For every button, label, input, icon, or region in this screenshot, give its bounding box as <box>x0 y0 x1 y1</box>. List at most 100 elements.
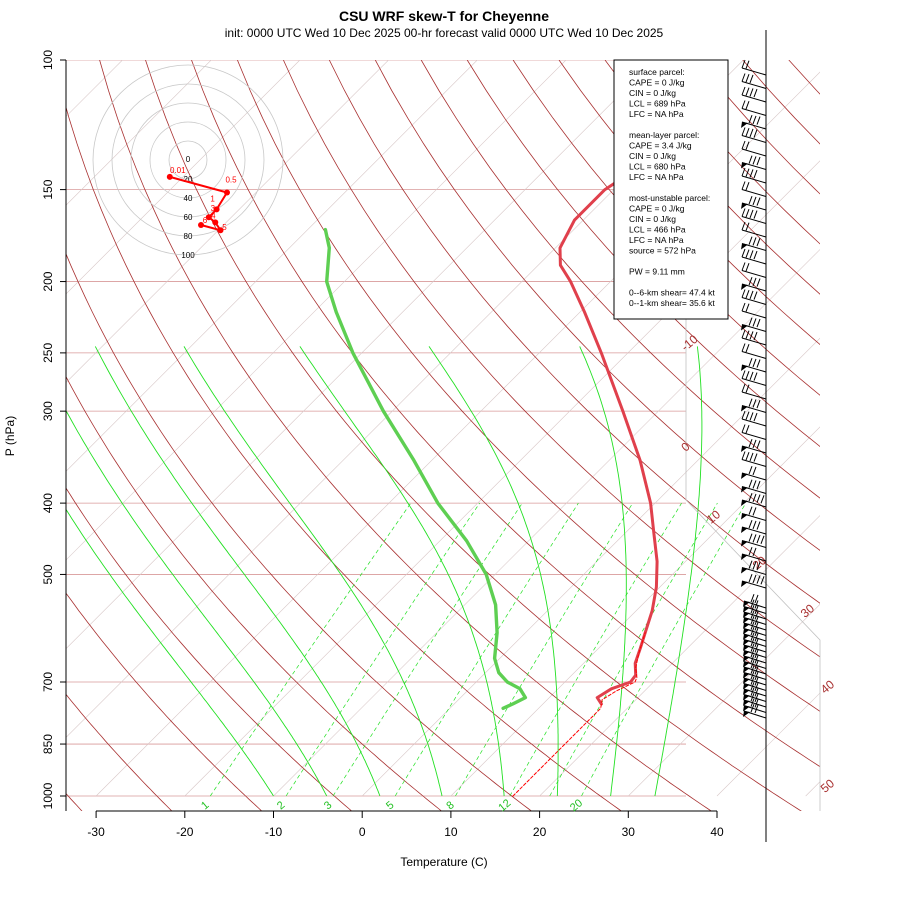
wind-barb-feather <box>741 451 746 460</box>
wind-barb-pennant <box>743 656 750 662</box>
hodograph-point-label: 6 <box>203 216 208 225</box>
wind-barb-feather <box>741 181 746 190</box>
y-tick-label: 850 <box>41 734 55 754</box>
wind-barb <box>743 632 767 647</box>
wind-barb-feather <box>748 520 753 529</box>
parcel-info-line: CAPE = 0 J/kg <box>629 204 685 214</box>
wind-barb-feather <box>750 638 755 647</box>
mixing-ratio-line <box>581 502 747 797</box>
wind-barb-feather <box>754 666 759 675</box>
parcel-info-line: CIN = 0 J/kg <box>629 214 676 224</box>
wind-barb-feather <box>741 370 746 379</box>
wind-barb-staff <box>741 270 767 278</box>
parcel-info-line: LCL = 689 hPa <box>629 99 686 109</box>
wind-barb-feather <box>741 383 746 393</box>
parcel-info-line: LCL = 680 hPa <box>629 162 686 172</box>
wind-barb-feather <box>754 660 759 670</box>
hodograph-ring <box>149 121 227 199</box>
wind-barb <box>743 649 767 664</box>
wind-barb-feather <box>752 574 757 584</box>
wind-barb-feather <box>741 248 746 258</box>
x-tick-label: 10 <box>444 825 458 839</box>
wind-barb <box>741 167 767 184</box>
wind-barb <box>741 424 767 440</box>
hodograph-point <box>224 189 230 196</box>
wind-barb-feather <box>752 399 757 408</box>
wind-barb-pennant <box>741 365 748 371</box>
wind-barb-staff <box>741 310 767 319</box>
wind-barb-feather <box>750 627 755 636</box>
isotherm-line <box>66 60 567 561</box>
wind-barb-feather <box>748 533 753 542</box>
wind-barb-pennant <box>743 694 750 701</box>
wind-barb-feather <box>749 209 754 219</box>
dry-adiabat <box>66 592 263 811</box>
wind-barb-pennant <box>743 601 750 607</box>
x-tick-label: -30 <box>87 825 105 839</box>
wind-barb-feather <box>741 73 746 82</box>
wind-barb-feather <box>754 671 759 681</box>
wind-barb-feather <box>749 371 754 381</box>
chart-subtitle: init: 0000 UTC Wed 10 Dec 2025 00-hr for… <box>225 26 664 40</box>
wind-barb-feather <box>753 210 758 219</box>
wind-barb <box>743 621 767 636</box>
wind-barb-feather <box>754 688 759 697</box>
hodograph-point-label: 0.01 <box>170 166 186 175</box>
wind-barb-staff <box>741 108 767 116</box>
parcel-info-line: 0--1-km shear= 35.6 kt <box>629 298 715 308</box>
wind-barb-staff <box>741 256 767 265</box>
wind-barb-feather <box>745 303 750 312</box>
wind-barb-feather <box>754 693 759 703</box>
wind-barb-staff <box>741 135 767 143</box>
hodograph-point <box>212 219 219 226</box>
wind-barb-feather <box>741 140 746 150</box>
wind-barb <box>741 479 767 494</box>
dry-adiabat <box>420 60 820 499</box>
hodograph-point-label: 1 <box>210 194 215 203</box>
hodograph-point-label: 0.5 <box>225 176 237 185</box>
wind-barb <box>741 302 767 319</box>
wind-barb <box>741 208 767 224</box>
hodograph-point <box>198 222 204 228</box>
wind-barb-feather <box>754 638 759 648</box>
isotherm-line <box>66 60 301 295</box>
wind-barb-feather <box>748 277 753 286</box>
wind-barb-feather <box>754 611 759 620</box>
wind-barb <box>741 196 767 211</box>
wind-barb-feather <box>752 547 757 557</box>
wind-barb-feather <box>752 277 757 287</box>
series-line-1 <box>558 89 724 706</box>
parcel-info-line: LFC = NA hPa <box>629 172 684 182</box>
wind-barb-feather <box>745 101 750 110</box>
wind-barb-pennant <box>741 162 748 169</box>
wind-barb <box>741 439 767 454</box>
wind-barb-feather <box>756 116 761 125</box>
wind-barb <box>741 383 767 400</box>
isotherm-label: 30 <box>798 601 817 621</box>
hodograph-ring <box>168 140 208 180</box>
wind-barb-pennant <box>741 446 748 452</box>
wind-barb-feather <box>745 209 750 218</box>
wind-barb <box>741 277 767 292</box>
wind-barb-feather <box>748 506 753 515</box>
wind-barb <box>741 560 767 575</box>
wind-barb-pennant <box>743 612 750 618</box>
wind-barb-feather <box>741 100 746 109</box>
wind-barb-pennant <box>743 700 750 706</box>
wind-barb-pennant <box>743 667 750 673</box>
wind-barb <box>743 665 767 680</box>
hodograph-ring <box>92 64 284 256</box>
wind-barb-feather <box>752 237 757 246</box>
wind-barb-feather <box>756 399 761 409</box>
wind-barb-feather <box>748 439 753 448</box>
wind-barb-staff <box>741 189 767 197</box>
mixing-ratio-label: 12 <box>496 797 513 814</box>
wind-barb-staff <box>741 351 767 359</box>
wind-barb-feather <box>752 561 757 570</box>
wind-barb <box>741 574 767 589</box>
hodograph-ring-label: 0 <box>186 155 191 164</box>
wind-barb <box>741 140 767 157</box>
wind-barb <box>741 73 767 89</box>
mixing-ratio-label: 20 <box>568 797 585 814</box>
